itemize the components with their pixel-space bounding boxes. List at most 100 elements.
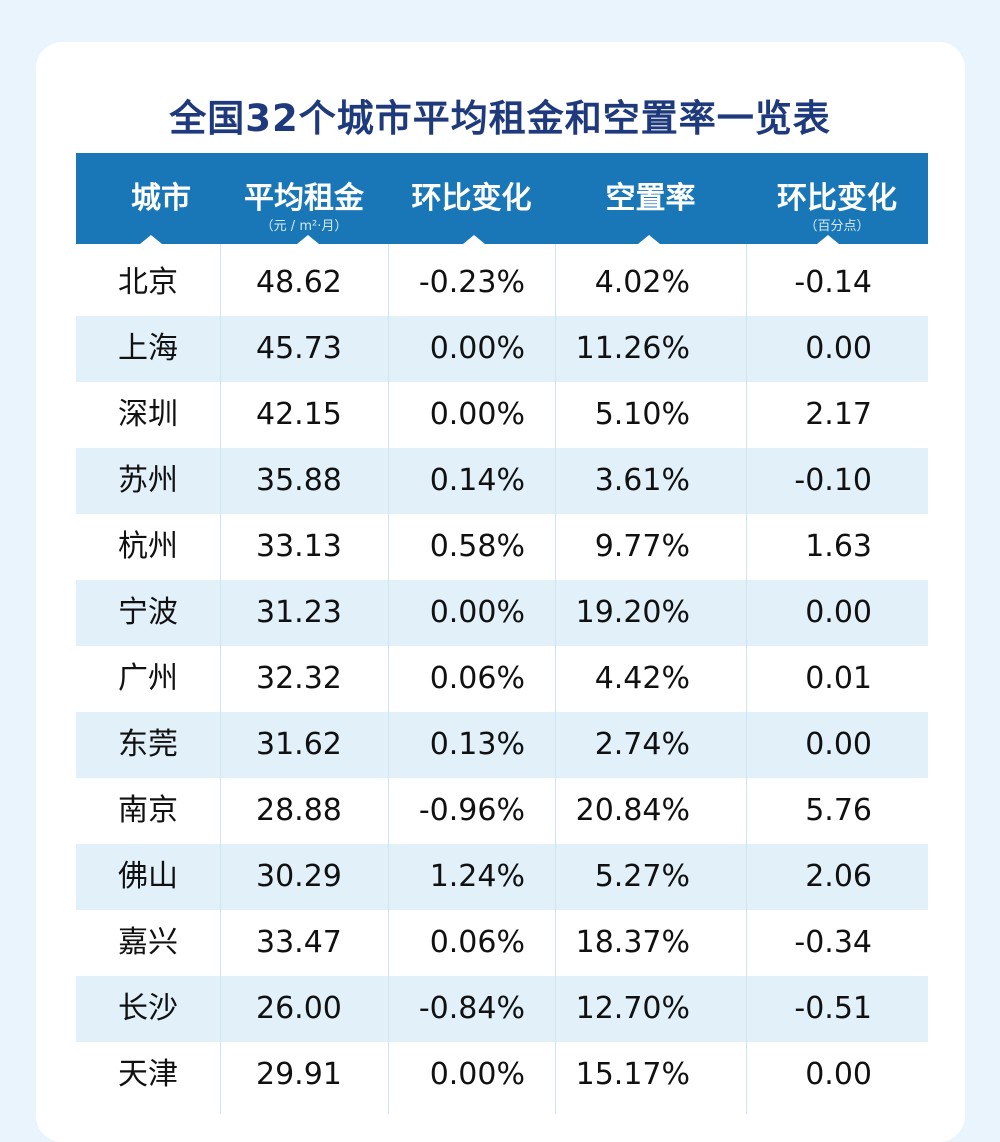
cell-avg-rent: 32.32	[256, 661, 342, 696]
cell-rent-change: 0.06%	[429, 925, 525, 960]
cell-rent-change: 0.00%	[429, 1057, 525, 1092]
table-row: 东莞 31.62 0.13% 2.74% 0.00	[76, 712, 928, 778]
column-header: 环比变化 （百分点）	[746, 153, 928, 244]
table-row: 嘉兴 33.47 0.06% 18.37% -0.34	[76, 910, 928, 976]
table-body: 北京 48.62 -0.23% 4.02% -0.14 上海 45.73 0.00% 11.26…	[76, 250, 928, 1108]
cell-avg-rent: 28.88	[256, 793, 342, 828]
table-row: 深圳 42.15 0.00% 5.10% 2.17	[76, 382, 928, 448]
header-notch	[817, 235, 839, 244]
cell-vacancy-change: 2.17	[805, 397, 872, 432]
cell-vacancy-change: -0.10	[794, 463, 872, 498]
cell-city: 杭州	[118, 529, 178, 564]
cell-vacancy-change: 0.00	[805, 595, 872, 630]
column-header: 环比变化	[388, 153, 555, 244]
cell-city: 苏州	[118, 463, 178, 498]
cell-avg-rent: 48.62	[256, 265, 342, 300]
column-header-label: 平均租金	[244, 181, 364, 216]
cell-rent-change: 0.58%	[429, 529, 525, 564]
cell-vacancy-change: -0.51	[794, 991, 872, 1026]
cell-city: 佛山	[118, 859, 178, 894]
cell-vacancy-change: 1.63	[805, 529, 872, 564]
cell-avg-rent: 30.29	[256, 859, 342, 894]
cell-city: 天津	[118, 1057, 178, 1092]
cell-city: 广州	[118, 661, 178, 696]
cell-rent-change: -0.23%	[418, 265, 525, 300]
cell-rent-change: 0.13%	[429, 727, 525, 762]
cell-rent-change: 0.00%	[429, 331, 525, 366]
cell-avg-rent: 42.15	[256, 397, 342, 432]
column-header: 平均租金 （元 / m²·月）	[220, 153, 388, 244]
cell-vacancy-rate: 9.77%	[594, 529, 690, 564]
cell-vacancy-rate: 4.42%	[594, 661, 690, 696]
table-row: 广州 32.32 0.06% 4.42% 0.01	[76, 646, 928, 712]
table-row: 杭州 33.13 0.58% 9.77% 1.63	[76, 514, 928, 580]
cell-rent-change: -0.84%	[418, 991, 525, 1026]
table-header: 城市 平均租金 （元 / m²·月） 环比变化 空置率 环比变化 （百分点）	[76, 153, 928, 244]
table-row: 长沙 26.00 -0.84% 12.70% -0.51	[76, 976, 928, 1042]
cell-city: 长沙	[118, 991, 178, 1026]
column-header-label: 环比变化	[777, 181, 897, 216]
cell-rent-change: 1.24%	[429, 859, 525, 894]
table-row: 上海 45.73 0.00% 11.26% 0.00	[76, 316, 928, 382]
cell-vacancy-rate: 4.02%	[594, 265, 690, 300]
column-header: 空置率	[555, 153, 746, 244]
cell-city: 嘉兴	[118, 925, 178, 960]
cell-city: 东莞	[118, 727, 178, 762]
cell-avg-rent: 35.88	[256, 463, 342, 498]
table-row: 南京 28.88 -0.96% 20.84% 5.76	[76, 778, 928, 844]
cell-vacancy-rate: 5.10%	[594, 397, 690, 432]
header-notch	[140, 235, 162, 244]
cell-vacancy-change: 0.00	[805, 331, 872, 366]
cell-rent-change: 0.06%	[429, 661, 525, 696]
cell-vacancy-change: 5.76	[805, 793, 872, 828]
cell-vacancy-rate: 18.37%	[575, 925, 690, 960]
cell-city: 宁波	[118, 595, 178, 630]
page-title: 全国32个城市平均租金和空置率一览表	[169, 97, 831, 140]
cell-vacancy-change: -0.34	[794, 925, 872, 960]
table-row: 北京 48.62 -0.23% 4.02% -0.14	[76, 250, 928, 316]
column-header-unit: （百分点）	[804, 219, 870, 234]
cell-avg-rent: 31.62	[256, 727, 342, 762]
cell-city: 深圳	[118, 397, 178, 432]
table-row: 苏州 35.88 0.14% 3.61% -0.10	[76, 448, 928, 514]
cell-rent-change: 0.00%	[429, 397, 525, 432]
cell-vacancy-change: 0.01	[805, 661, 872, 696]
cell-vacancy-rate: 12.70%	[575, 991, 690, 1026]
column-header-unit: （元 / m²·月）	[260, 219, 348, 234]
cell-city: 南京	[118, 793, 178, 828]
column-divider	[388, 244, 389, 1114]
cell-avg-rent: 45.73	[256, 331, 342, 366]
column-header-label: 空置率	[605, 181, 696, 216]
column-divider	[555, 244, 556, 1114]
column-header-label: 城市	[131, 181, 191, 216]
column-header: 城市	[86, 153, 236, 244]
cell-avg-rent: 26.00	[256, 991, 342, 1026]
cell-avg-rent: 33.47	[256, 925, 342, 960]
column-divider	[220, 244, 221, 1114]
cell-vacancy-rate: 2.74%	[594, 727, 690, 762]
cell-city: 上海	[118, 331, 178, 366]
header-notch	[463, 235, 485, 244]
header-notch	[638, 235, 660, 244]
cell-vacancy-change: 2.06	[805, 859, 872, 894]
header-notch	[297, 235, 319, 244]
cell-vacancy-rate: 11.26%	[575, 331, 690, 366]
cell-city: 北京	[118, 265, 178, 300]
cell-vacancy-rate: 3.61%	[594, 463, 690, 498]
cell-avg-rent: 29.91	[256, 1057, 342, 1092]
cell-vacancy-rate: 19.20%	[575, 595, 690, 630]
table-row: 宁波 31.23 0.00% 19.20% 0.00	[76, 580, 928, 646]
cell-vacancy-change: 0.00	[805, 1057, 872, 1092]
column-header-label: 环比变化	[411, 181, 532, 216]
cell-vacancy-change: -0.14	[794, 265, 872, 300]
cell-rent-change: 0.14%	[429, 463, 525, 498]
cell-vacancy-rate: 5.27%	[594, 859, 690, 894]
cell-rent-change: 0.00%	[429, 595, 525, 630]
cell-avg-rent: 33.13	[256, 529, 342, 564]
cell-rent-change: -0.96%	[418, 793, 525, 828]
cell-vacancy-rate: 15.17%	[575, 1057, 690, 1092]
cell-vacancy-change: 0.00	[805, 727, 872, 762]
cell-vacancy-rate: 20.84%	[575, 793, 690, 828]
table-row: 佛山 30.29 1.24% 5.27% 2.06	[76, 844, 928, 910]
table-row: 天津 29.91 0.00% 15.17% 0.00	[76, 1042, 928, 1108]
